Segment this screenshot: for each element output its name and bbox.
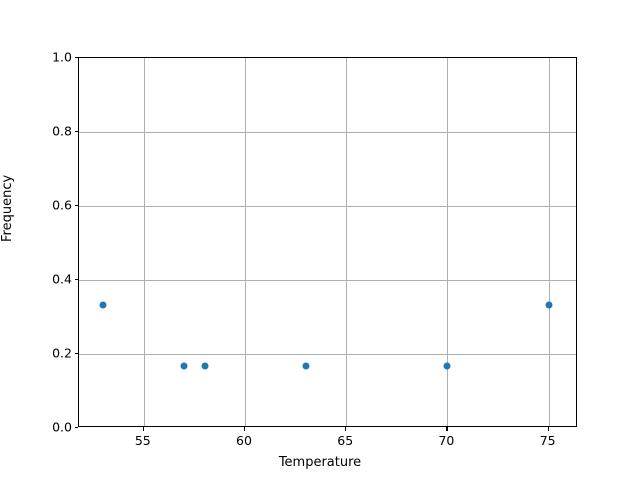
y-axis-tick — [74, 353, 78, 355]
x-axis-label: Temperature — [278, 455, 362, 470]
x-axis-tick — [345, 427, 347, 431]
gridline-vertical — [346, 58, 348, 426]
y-axis-tick-label: 0.2 — [52, 345, 72, 361]
x-axis-tick-label: 75 — [539, 433, 556, 448]
x-axis-tick — [243, 427, 246, 431]
y-axis-tick-label: 0.0 — [52, 419, 72, 435]
data-point-marker — [545, 301, 553, 309]
x-axis-tick-label: 55 — [134, 433, 151, 448]
gridline-vertical — [447, 58, 449, 426]
y-axis-label: Frequency — [0, 174, 15, 242]
plot-area — [78, 57, 577, 427]
x-axis-tick-label: 60 — [236, 433, 252, 448]
gridline-vertical — [548, 58, 550, 426]
y-axis-tick — [74, 205, 78, 207]
gridline-horizontal — [79, 132, 576, 133]
data-point-marker — [99, 301, 107, 309]
data-point-marker — [443, 362, 451, 370]
x-axis-tick-label: 65 — [337, 433, 354, 448]
data-point-marker — [180, 362, 188, 370]
gridline-horizontal — [79, 280, 576, 281]
gridline-horizontal — [79, 206, 576, 207]
y-axis-tick — [74, 427, 78, 429]
y-axis-tick — [74, 57, 78, 59]
y-axis-tick — [74, 131, 78, 133]
y-axis-tick-label: 0.6 — [52, 197, 72, 213]
y-axis-tick-label: 0.4 — [52, 271, 72, 287]
x-axis-tick-label: 70 — [438, 433, 455, 448]
data-point-marker — [302, 362, 310, 370]
y-axis-tick — [74, 279, 78, 281]
x-axis-tick — [547, 427, 549, 431]
x-axis-tick — [142, 427, 144, 431]
gridline-vertical — [143, 58, 145, 426]
x-axis-tick — [446, 427, 448, 431]
gridline-horizontal — [79, 354, 576, 355]
data-point-marker — [201, 362, 208, 370]
gridline-vertical — [244, 58, 246, 426]
y-axis-tick-label: 1.0 — [52, 49, 72, 65]
y-axis-tick-label: 0.8 — [52, 123, 72, 139]
